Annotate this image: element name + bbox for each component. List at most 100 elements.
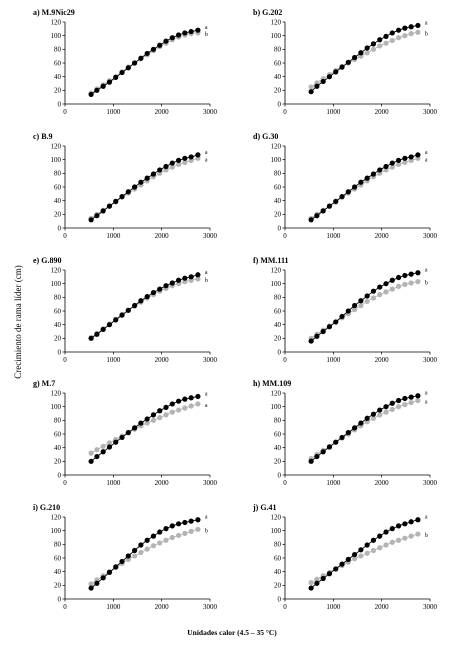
series-2-point bbox=[383, 542, 389, 548]
series-1-point bbox=[144, 416, 150, 422]
significance-label: b bbox=[425, 31, 428, 37]
panel-title: e) G.890 bbox=[33, 256, 61, 265]
series-2-point bbox=[370, 547, 377, 554]
series-line-2 bbox=[90, 528, 199, 585]
x-tick-label: 1000 bbox=[106, 603, 121, 611]
series-1-point bbox=[345, 189, 351, 195]
series-1-point bbox=[314, 83, 320, 89]
y-tick-label: 60 bbox=[274, 307, 282, 315]
series-1-point bbox=[395, 523, 402, 529]
series-2-point bbox=[415, 531, 421, 537]
series-1-point bbox=[339, 64, 345, 70]
series-1-point bbox=[370, 411, 377, 417]
series-1-point bbox=[169, 35, 175, 41]
series-2-point bbox=[308, 84, 314, 90]
series-1-point bbox=[106, 79, 113, 85]
x-tick-label: 0 bbox=[63, 356, 67, 364]
y-tick-label: 120 bbox=[271, 389, 282, 397]
series-2-point bbox=[408, 399, 414, 406]
series-1-point bbox=[113, 564, 119, 570]
series-1-point bbox=[113, 74, 119, 80]
series-1-point bbox=[364, 45, 370, 51]
series-1-point bbox=[333, 566, 339, 572]
series-1-point bbox=[402, 395, 408, 402]
y-tick-label: 20 bbox=[274, 211, 282, 219]
series-1-point bbox=[195, 27, 201, 33]
series-2-point bbox=[175, 161, 182, 168]
series-1-point bbox=[383, 404, 389, 410]
panel-title: b) G.202 bbox=[253, 8, 282, 17]
significance-label: a bbox=[425, 400, 428, 406]
series-2-point bbox=[377, 43, 383, 49]
series-1-point bbox=[352, 54, 358, 61]
chart-panel-7: g) M.7 0 20 40 60 80 100 120 0 1000 2000 3000 aa bbox=[33, 379, 218, 487]
x-tick-label: 2000 bbox=[155, 479, 170, 487]
series-1-point bbox=[402, 155, 408, 161]
significance-label: b bbox=[425, 281, 428, 287]
y-tick-label: 40 bbox=[274, 197, 282, 205]
x-tick-label: 1000 bbox=[326, 479, 341, 487]
x-tick-label: 0 bbox=[63, 603, 67, 611]
series-2-point bbox=[358, 302, 364, 309]
series-1-point bbox=[125, 430, 131, 436]
series-2-point bbox=[402, 159, 408, 165]
y-tick-label: 120 bbox=[51, 18, 62, 26]
series-2-point bbox=[389, 406, 395, 412]
x-tick-label: 2000 bbox=[155, 232, 170, 240]
series-1-point bbox=[383, 33, 389, 39]
series-1-point bbox=[88, 217, 94, 223]
series-1-point bbox=[113, 317, 119, 323]
series-2-point bbox=[88, 581, 94, 587]
series-1-point bbox=[144, 175, 150, 181]
y-tick-label: 100 bbox=[271, 32, 282, 40]
x-tick-label: 1000 bbox=[326, 108, 341, 116]
series-1-point bbox=[182, 275, 188, 281]
significance-label: a bbox=[205, 391, 208, 397]
series-2-point bbox=[175, 532, 182, 539]
panel-title: a) M.9Nic29 bbox=[33, 8, 75, 17]
series-2-point bbox=[402, 402, 408, 408]
y-tick-label: 0 bbox=[278, 471, 282, 479]
series-1-point bbox=[308, 217, 314, 223]
series-2-point bbox=[182, 159, 188, 165]
series-1-point bbox=[150, 289, 157, 296]
series-line-1 bbox=[310, 272, 418, 342]
x-tick-label: 0 bbox=[283, 232, 287, 240]
series-2-point bbox=[402, 33, 408, 39]
series-2-point bbox=[364, 298, 370, 305]
series-2-point bbox=[88, 450, 94, 456]
series-1-point bbox=[175, 32, 182, 38]
series-1-point bbox=[157, 529, 163, 535]
significance-label: a bbox=[205, 150, 208, 156]
y-tick-label: 20 bbox=[274, 582, 282, 590]
series-1-point bbox=[415, 517, 421, 523]
series-line-2 bbox=[310, 157, 419, 219]
series-1-point bbox=[377, 284, 383, 290]
y-tick-label: 40 bbox=[274, 321, 282, 329]
y-tick-label: 100 bbox=[51, 403, 62, 411]
series-1-point bbox=[138, 298, 144, 304]
x-tick-label: 2000 bbox=[375, 603, 390, 611]
x-tick-label: 0 bbox=[283, 108, 287, 116]
series-1-point bbox=[320, 575, 326, 582]
series-1-point bbox=[389, 400, 395, 406]
x-axis-label: Unidades calor (4.5 – 35 °C) bbox=[187, 628, 277, 637]
y-tick-label: 20 bbox=[274, 458, 282, 466]
series-2-point bbox=[100, 443, 106, 449]
y-tick-label: 0 bbox=[278, 348, 282, 356]
series-1-point bbox=[188, 154, 194, 160]
series-2-point bbox=[402, 281, 408, 287]
series-1-point bbox=[377, 167, 383, 173]
series-1-point bbox=[119, 434, 125, 441]
series-1-point bbox=[408, 154, 414, 160]
series-2-point bbox=[395, 161, 402, 168]
series-1-point bbox=[94, 87, 100, 93]
series-1-point bbox=[195, 517, 201, 523]
series-2-point bbox=[389, 37, 395, 44]
series-1-point bbox=[188, 274, 194, 280]
series-1-point bbox=[364, 293, 370, 299]
series-line-1 bbox=[90, 519, 198, 589]
series-1-point bbox=[100, 83, 106, 89]
